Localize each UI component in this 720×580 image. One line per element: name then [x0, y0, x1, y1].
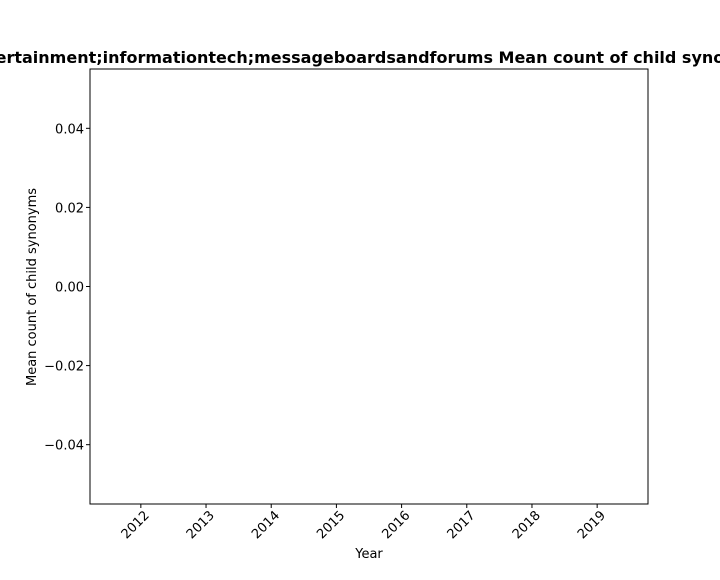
x-axis-label: Year: [354, 547, 383, 562]
y-axis-label: Mean count of child synonyms: [25, 188, 40, 386]
y-tick-label: 0.00: [55, 281, 84, 296]
y-tick-label: −0.04: [44, 439, 84, 454]
y-tick-label: −0.02: [44, 360, 84, 375]
chart-title: entertainment;informationtech;messageboa…: [0, 48, 720, 67]
y-tick-label: 0.04: [55, 122, 84, 137]
y-tick-label: 0.02: [55, 201, 84, 216]
y-axis-ticks: 0.04 0.02 0.00 −0.02 −0.04: [44, 122, 90, 454]
